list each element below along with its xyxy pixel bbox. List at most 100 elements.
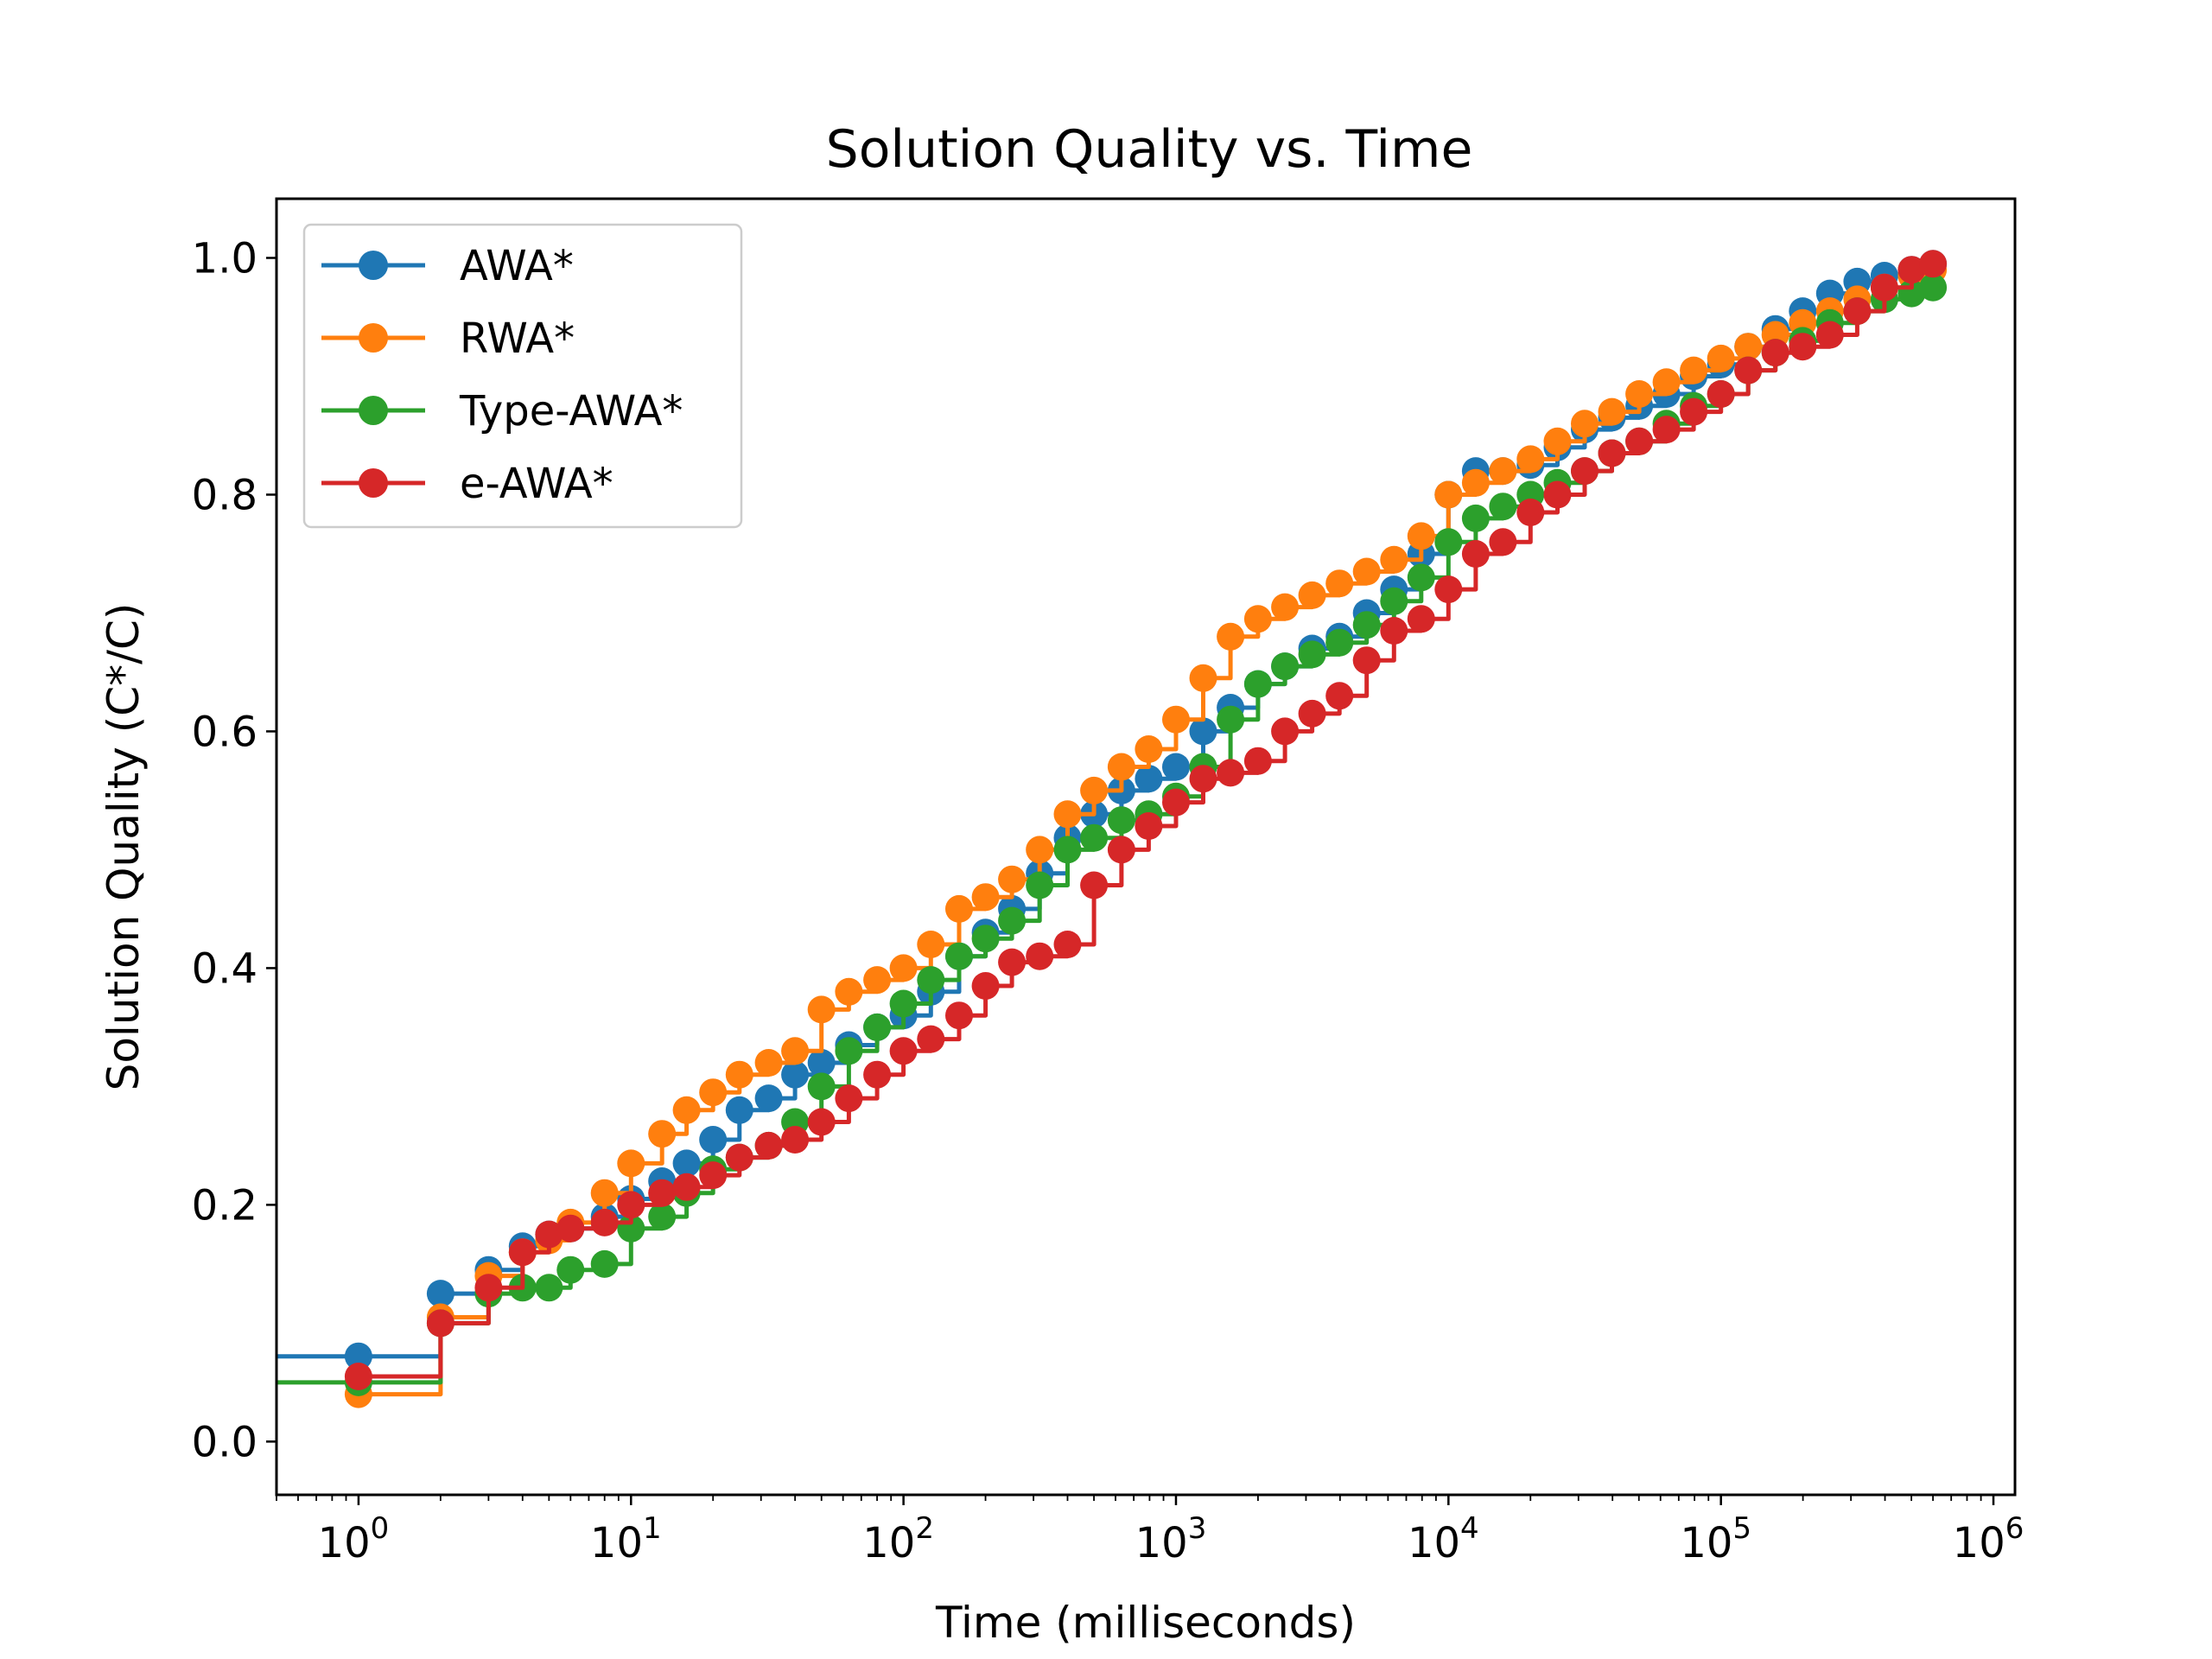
data-point	[1543, 480, 1572, 509]
data-point	[945, 1001, 973, 1030]
data-point	[1135, 812, 1163, 840]
data-point	[1352, 557, 1381, 586]
data-point	[1080, 776, 1109, 804]
data-point	[889, 954, 918, 982]
data-point	[699, 1078, 728, 1107]
data-point	[1189, 765, 1217, 793]
data-point	[1789, 333, 1817, 361]
data-point	[699, 1161, 728, 1190]
data-point	[1652, 368, 1681, 397]
data-point	[617, 1191, 645, 1219]
data-point	[1489, 528, 1517, 556]
x-tick-label: 105	[1680, 1511, 1751, 1567]
data-point	[863, 1013, 892, 1041]
legend-item: e-AWA*	[321, 460, 613, 508]
data-point	[917, 966, 945, 995]
data-point	[1652, 416, 1681, 444]
data-point	[1734, 356, 1763, 385]
data-point	[1870, 273, 1898, 302]
data-point	[1107, 806, 1135, 835]
data-point	[1434, 528, 1463, 556]
data-point	[474, 1274, 503, 1302]
data-point	[1162, 753, 1190, 781]
y-tick-label: 0.2	[192, 1181, 257, 1230]
chart-title: Solution Quality vs. Time	[826, 119, 1473, 180]
data-point	[672, 1149, 701, 1178]
data-point	[1325, 569, 1354, 598]
data-point	[1243, 670, 1272, 698]
data-point	[889, 1037, 918, 1065]
data-point	[508, 1238, 537, 1267]
data-point	[1325, 628, 1354, 657]
data-point	[1189, 664, 1217, 692]
data-point	[1026, 942, 1054, 970]
data-point	[971, 925, 1000, 953]
data-point	[344, 1363, 372, 1390]
data-point	[917, 1025, 945, 1053]
data-point	[863, 1060, 892, 1089]
data-point	[672, 1096, 701, 1124]
data-point	[781, 1037, 810, 1065]
y-axis-label: Solution Quality (C*/C)	[99, 603, 149, 1091]
data-point	[648, 1203, 677, 1231]
data-point	[1217, 622, 1245, 651]
data-point	[1734, 333, 1763, 361]
x-axis: 100 101 102 103 104 105 106	[276, 1495, 2024, 1567]
data-point	[1298, 640, 1326, 669]
y-axis: 0.0 0.2 0.4 0.6 0.8 1.0	[192, 234, 276, 1466]
data-point	[725, 1060, 753, 1089]
data-point	[1761, 339, 1789, 367]
data-point	[1380, 617, 1408, 645]
legend-marker	[359, 396, 388, 425]
series-rwa-	[344, 256, 1948, 1408]
legend-label: Type-AWA*	[459, 387, 683, 435]
data-point	[1026, 871, 1054, 899]
data-point	[998, 948, 1027, 976]
data-point	[1243, 747, 1272, 775]
data-point	[1598, 439, 1626, 467]
data-point	[725, 1096, 753, 1124]
data-point	[1461, 540, 1490, 568]
data-point	[998, 906, 1027, 935]
legend-label: AWA*	[460, 242, 574, 290]
data-point	[1189, 717, 1217, 746]
data-point	[998, 865, 1027, 893]
data-point	[672, 1173, 701, 1201]
data-point	[971, 972, 1000, 1000]
data-point	[648, 1120, 677, 1148]
data-point	[556, 1255, 585, 1284]
data-point	[1217, 759, 1245, 787]
data-point	[1897, 256, 1926, 284]
data-point	[835, 977, 863, 1006]
data-point	[535, 1274, 563, 1302]
data-point	[1815, 321, 1844, 349]
data-point	[1026, 836, 1054, 864]
data-point	[1598, 397, 1626, 426]
data-point	[754, 1049, 783, 1077]
data-point	[1680, 397, 1708, 426]
data-point	[1407, 605, 1435, 633]
legend-box	[302, 223, 743, 529]
data-point	[617, 1149, 645, 1178]
data-point	[1380, 545, 1408, 574]
plot-frame	[275, 197, 2017, 1497]
data-point	[590, 1208, 619, 1236]
data-point	[1461, 468, 1490, 497]
data-point	[1107, 753, 1135, 781]
data-point	[1053, 800, 1082, 829]
legend-marker	[359, 323, 388, 353]
data-point	[781, 1126, 810, 1154]
legend-item: Type-AWA*	[321, 387, 683, 435]
data-point	[556, 1214, 585, 1243]
x-tick-label: 104	[1408, 1511, 1479, 1567]
data-point	[1489, 493, 1517, 521]
data-point	[835, 1037, 863, 1065]
data-point	[807, 1108, 836, 1136]
data-point	[1843, 297, 1872, 326]
data-point	[889, 989, 918, 1018]
y-tick-label: 0.4	[192, 944, 257, 993]
x-tick-label: 102	[862, 1511, 934, 1567]
data-point	[1919, 273, 1948, 302]
